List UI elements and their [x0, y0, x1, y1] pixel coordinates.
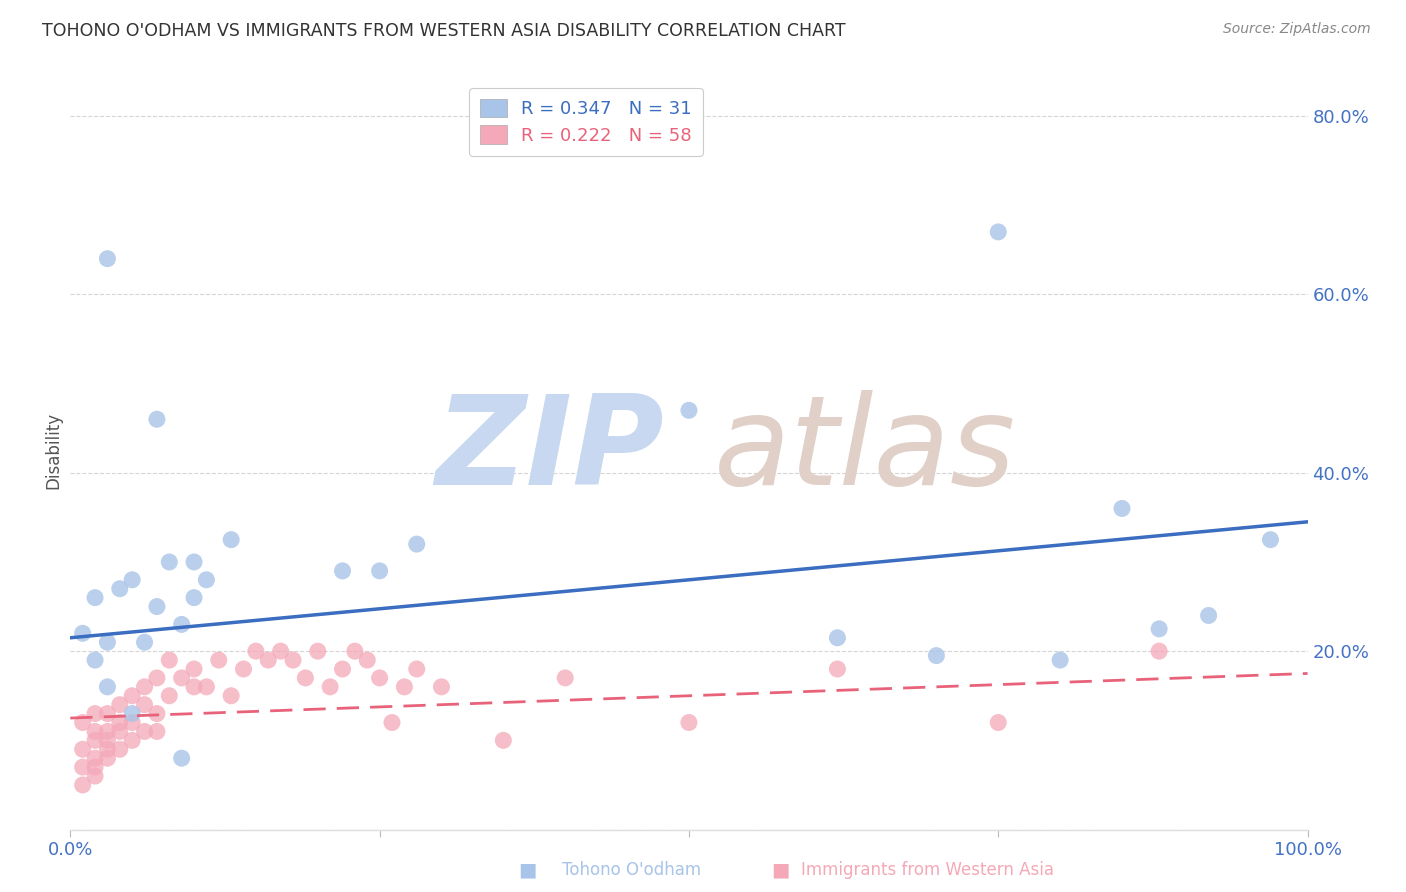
Point — [1147, 644, 1170, 658]
Point — [987, 225, 1010, 239]
Point — [1049, 653, 1071, 667]
Point — [219, 533, 242, 547]
Point — [96, 751, 118, 765]
Point — [1147, 622, 1170, 636]
Point — [183, 591, 205, 605]
Point — [394, 680, 416, 694]
Point — [134, 724, 156, 739]
Point — [72, 778, 94, 792]
Point — [381, 715, 404, 730]
Point — [281, 653, 304, 667]
Point — [96, 724, 118, 739]
Text: Source: ZipAtlas.com: Source: ZipAtlas.com — [1223, 22, 1371, 37]
Point — [146, 671, 169, 685]
Point — [84, 751, 107, 765]
Text: TOHONO O'ODHAM VS IMMIGRANTS FROM WESTERN ASIA DISABILITY CORRELATION CHART: TOHONO O'ODHAM VS IMMIGRANTS FROM WESTER… — [42, 22, 846, 40]
Point — [72, 760, 94, 774]
Point — [121, 715, 143, 730]
Point — [678, 715, 700, 730]
Point — [108, 724, 131, 739]
Point — [925, 648, 948, 663]
Point — [405, 537, 427, 551]
Point — [307, 644, 329, 658]
Text: ZIP: ZIP — [436, 390, 664, 511]
Y-axis label: Disability: Disability — [44, 412, 62, 489]
Point — [84, 591, 107, 605]
Point — [84, 760, 107, 774]
Point — [195, 573, 218, 587]
Point — [72, 715, 94, 730]
Point — [183, 662, 205, 676]
Point — [827, 662, 849, 676]
Point — [183, 680, 205, 694]
Point — [84, 706, 107, 721]
Point — [270, 644, 292, 658]
Point — [96, 635, 118, 649]
Point — [146, 412, 169, 426]
Text: ■: ■ — [770, 860, 790, 880]
Point — [1111, 501, 1133, 516]
Point — [332, 564, 354, 578]
Text: Tohono O'odham: Tohono O'odham — [562, 861, 702, 879]
Point — [183, 555, 205, 569]
Point — [72, 626, 94, 640]
Point — [84, 769, 107, 783]
Point — [96, 252, 118, 266]
Point — [554, 671, 576, 685]
Point — [96, 742, 118, 756]
Point — [208, 653, 231, 667]
Point — [245, 644, 267, 658]
Point — [368, 564, 391, 578]
Point — [405, 662, 427, 676]
Point — [319, 680, 342, 694]
Point — [170, 671, 193, 685]
Point — [134, 680, 156, 694]
Point — [232, 662, 254, 676]
Point — [134, 698, 156, 712]
Point — [84, 724, 107, 739]
Point — [678, 403, 700, 417]
Point — [1260, 533, 1282, 547]
Point — [343, 644, 366, 658]
Point — [96, 680, 118, 694]
Point — [121, 706, 143, 721]
Point — [96, 733, 118, 747]
Text: ■: ■ — [517, 860, 537, 880]
Point — [492, 733, 515, 747]
Point — [257, 653, 280, 667]
Point — [170, 617, 193, 632]
Point — [72, 742, 94, 756]
Point — [121, 733, 143, 747]
Point — [219, 689, 242, 703]
Point — [368, 671, 391, 685]
Point — [108, 582, 131, 596]
Legend: R = 0.347   N = 31, R = 0.222   N = 58: R = 0.347 N = 31, R = 0.222 N = 58 — [470, 88, 703, 155]
Point — [170, 751, 193, 765]
Text: Immigrants from Western Asia: Immigrants from Western Asia — [801, 861, 1054, 879]
Point — [96, 706, 118, 721]
Point — [146, 706, 169, 721]
Point — [108, 715, 131, 730]
Point — [121, 689, 143, 703]
Point — [146, 599, 169, 614]
Point — [1198, 608, 1220, 623]
Point — [157, 689, 180, 703]
Point — [987, 715, 1010, 730]
Point — [108, 742, 131, 756]
Point — [294, 671, 316, 685]
Point — [121, 573, 143, 587]
Point — [827, 631, 849, 645]
Point — [157, 555, 180, 569]
Point — [84, 653, 107, 667]
Point — [84, 733, 107, 747]
Point — [157, 653, 180, 667]
Point — [430, 680, 453, 694]
Point — [356, 653, 378, 667]
Point — [332, 662, 354, 676]
Point — [146, 724, 169, 739]
Point — [134, 635, 156, 649]
Text: atlas: atlas — [714, 390, 1015, 511]
Point — [195, 680, 218, 694]
Point — [108, 698, 131, 712]
